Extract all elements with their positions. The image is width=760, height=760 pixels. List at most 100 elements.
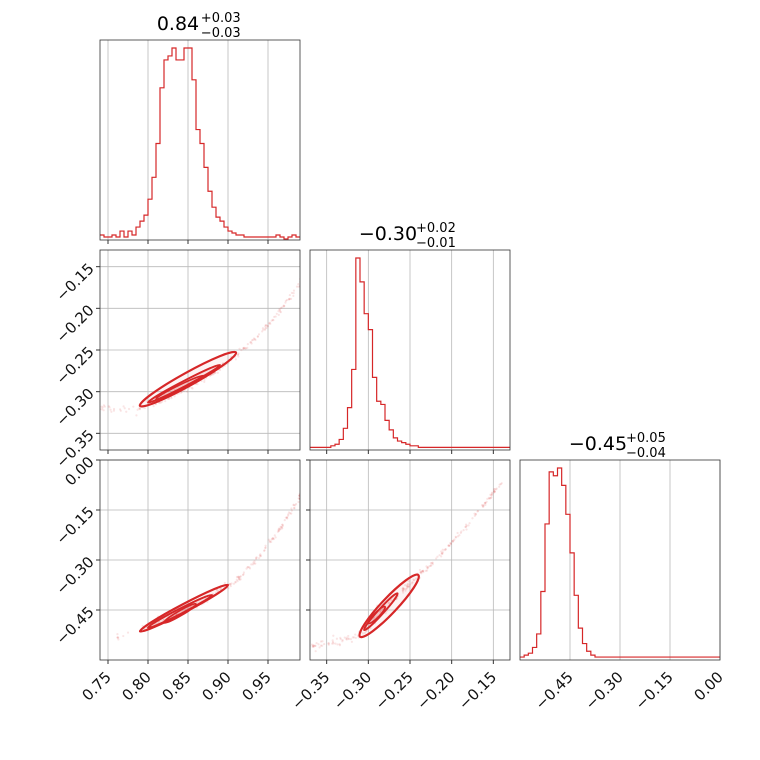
sample-point (281, 524, 285, 527)
sample-point (302, 277, 304, 279)
sample-point (311, 644, 315, 648)
x-tick-label: −0.30 (582, 668, 627, 713)
sample-point (265, 324, 268, 327)
sample-point (405, 585, 409, 588)
sample-point (481, 504, 485, 507)
sample-point (256, 335, 259, 338)
sample-point (254, 338, 257, 342)
sample-point (246, 342, 249, 346)
sample-point (493, 490, 496, 493)
sample-point (138, 407, 142, 410)
contour-level-1 (147, 363, 221, 404)
sample-point (109, 408, 112, 411)
sample-point (482, 505, 485, 508)
sample-point (257, 333, 261, 336)
sample-point (284, 516, 287, 519)
sample-point (249, 341, 253, 344)
sample-point (294, 502, 298, 506)
sample-point (327, 643, 330, 646)
sample-point (249, 341, 252, 344)
sample-point (460, 530, 463, 533)
sample-point (212, 373, 215, 376)
sample-point (301, 492, 303, 494)
sample-point (301, 488, 303, 490)
sample-point (306, 268, 308, 270)
sample-point (132, 405, 135, 408)
sample-point (298, 494, 300, 497)
sample-point (498, 485, 501, 488)
sample-point (425, 565, 428, 568)
sample-point (440, 555, 443, 558)
x-tick-label: 0.80 (118, 668, 154, 704)
sample-point (270, 540, 273, 544)
sample-point (223, 581, 226, 585)
sample-point (347, 634, 350, 638)
param-1-title: −0.30 (359, 223, 417, 245)
sample-point (253, 562, 256, 565)
sample-point (277, 313, 280, 316)
sample-point (110, 410, 113, 413)
sample-point (116, 636, 119, 639)
sample-point (259, 554, 263, 557)
sample-point (236, 580, 239, 583)
sample-point (242, 347, 245, 351)
sample-point (341, 638, 344, 642)
sample-point (267, 322, 271, 325)
sample-point (218, 368, 222, 372)
sample-point (261, 327, 265, 330)
sample-point (402, 587, 405, 590)
sample-point (264, 546, 267, 549)
sample-point (304, 278, 306, 280)
sample-point (298, 494, 300, 497)
sample-point (339, 636, 342, 639)
sample-point (270, 319, 273, 322)
sample-point (418, 568, 422, 572)
sample-point (458, 534, 461, 537)
sample-point (108, 406, 111, 409)
sample-point (403, 587, 406, 591)
sample-point (303, 278, 305, 280)
sample-point (237, 352, 240, 355)
sample-point (312, 645, 315, 648)
sample-point (203, 378, 206, 381)
sample-point (421, 569, 425, 572)
sample-point (302, 487, 304, 489)
sample-point (406, 585, 410, 588)
sample-point (168, 397, 171, 400)
sample-point (234, 358, 237, 361)
sample-point (272, 538, 275, 541)
sample-point (186, 390, 189, 393)
y-tick-label: −0.30 (52, 553, 97, 598)
x-tick-label: −0.30 (330, 668, 375, 713)
sample-point (304, 274, 306, 276)
sample-point (239, 578, 242, 581)
sample-point (248, 566, 251, 569)
sample-point (304, 275, 306, 277)
sample-point (240, 348, 243, 352)
sample-point (350, 640, 353, 643)
sample-point (279, 527, 282, 530)
pair-2-points (310, 482, 503, 653)
sample-point (236, 353, 239, 356)
sample-point (285, 516, 289, 519)
sample-point (305, 271, 307, 273)
sample-point (302, 489, 304, 491)
sample-point (293, 507, 296, 510)
sample-point (401, 589, 404, 592)
sample-point (265, 326, 268, 330)
sample-point (280, 526, 284, 529)
sample-point (254, 562, 257, 565)
sample-point (292, 292, 295, 295)
sample-point (451, 539, 454, 543)
sample-point (191, 387, 194, 390)
sample-point (319, 640, 323, 643)
sample-point (306, 272, 308, 274)
sample-point (247, 566, 250, 569)
sample-point (335, 637, 338, 640)
sample-point (314, 644, 317, 647)
sample-point (307, 481, 309, 483)
sample-point (345, 637, 348, 641)
sample-point (257, 557, 261, 560)
sample-point (441, 551, 444, 554)
sample-point (238, 347, 241, 350)
